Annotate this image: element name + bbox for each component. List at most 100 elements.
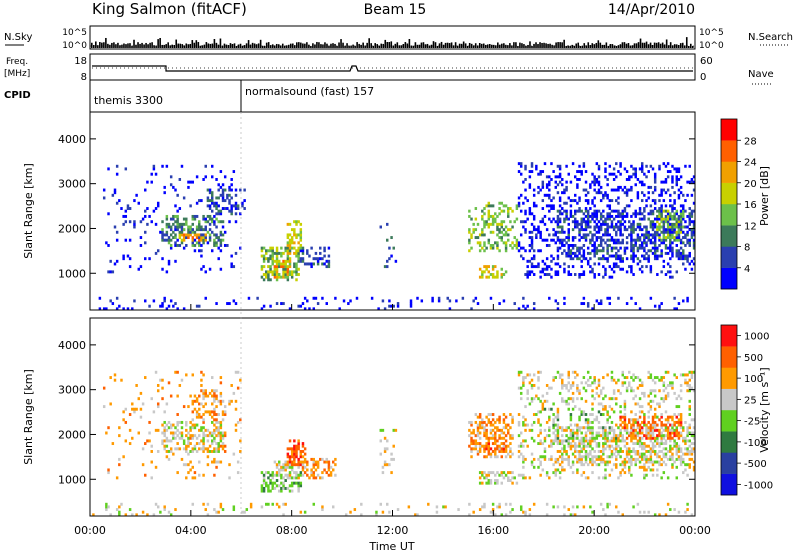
data-cell	[612, 391, 616, 395]
data-cell	[692, 225, 696, 229]
data-cell	[593, 220, 596, 224]
data-cell	[606, 502, 609, 506]
data-cell	[213, 244, 216, 247]
data-cell	[597, 444, 601, 448]
data-cell	[673, 508, 676, 512]
data-cell	[630, 431, 633, 435]
data-cell	[308, 262, 311, 266]
data-cell	[98, 296, 102, 300]
data-cell	[638, 222, 642, 226]
data-cell	[286, 259, 290, 263]
data-cell	[165, 402, 169, 406]
data-cell	[172, 217, 175, 221]
data-cell	[638, 207, 642, 210]
data-cell	[584, 436, 588, 440]
data-cell	[548, 265, 551, 269]
data-cell	[662, 397, 666, 401]
data-cell	[174, 431, 177, 435]
data-cell	[496, 428, 499, 432]
data-cell	[632, 397, 635, 401]
data-cell	[498, 212, 501, 216]
data-cell	[586, 217, 590, 221]
data-cell	[615, 230, 618, 234]
data-cell	[686, 428, 689, 432]
data-cell	[535, 164, 538, 168]
data-cell	[522, 384, 525, 387]
data-cell	[612, 228, 616, 232]
data-cell	[645, 257, 648, 261]
data-cell	[673, 420, 676, 424]
data-cell	[295, 273, 298, 276]
data-cell	[167, 426, 171, 430]
data-cell	[297, 463, 300, 467]
data-cell	[539, 170, 542, 174]
data-cell	[156, 428, 160, 432]
sky-count-bar	[497, 42, 499, 48]
data-cell	[532, 465, 536, 469]
velocity-colorbar-label: Velocity [m s⁻¹]	[758, 367, 771, 452]
data-cell	[640, 455, 644, 459]
data-cell	[686, 257, 689, 261]
data-cell	[593, 244, 596, 247]
data-cell	[491, 230, 495, 234]
sky-count-bar	[408, 39, 411, 48]
data-cell	[556, 505, 560, 509]
data-cell	[563, 505, 566, 509]
sky-count-bar	[135, 44, 137, 48]
data-cell	[682, 452, 685, 456]
data-cell	[673, 442, 676, 446]
data-cell	[150, 460, 153, 464]
data-cell	[682, 426, 685, 430]
data-cell	[591, 307, 594, 311]
data-cell	[578, 389, 581, 393]
data-cell	[537, 434, 540, 438]
data-cell	[593, 439, 596, 443]
data-cell	[582, 270, 586, 274]
data-cell	[260, 275, 264, 279]
data-cell	[690, 452, 694, 456]
data-cell	[299, 259, 303, 263]
data-cell	[476, 450, 480, 453]
data-cell	[530, 241, 534, 245]
data-cell	[608, 444, 612, 448]
data-cell	[612, 246, 616, 250]
data-cell	[269, 479, 272, 482]
freq-label-1: Freq.	[6, 57, 28, 67]
data-cell	[662, 471, 666, 475]
data-cell	[275, 254, 279, 258]
data-cell	[161, 220, 164, 224]
data-cell	[239, 418, 242, 422]
data-cell	[619, 254, 622, 258]
data-cell	[535, 204, 538, 208]
data-cell	[232, 505, 236, 509]
data-cell	[673, 222, 676, 226]
data-cell	[476, 222, 480, 226]
data-cell	[623, 251, 627, 255]
data-cell	[675, 431, 679, 435]
data-cell	[118, 199, 121, 203]
data-cell	[561, 434, 564, 438]
data-cell	[316, 463, 320, 467]
data-cell	[293, 455, 296, 459]
data-cell	[541, 199, 545, 203]
data-cell	[597, 249, 601, 253]
data-cell	[623, 423, 627, 427]
data-cell	[530, 270, 534, 274]
data-cell	[206, 439, 210, 443]
data-cell	[684, 420, 687, 424]
data-cell	[513, 302, 516, 306]
data-cell	[679, 217, 683, 221]
data-cell	[472, 428, 475, 432]
data-cell	[671, 185, 674, 189]
data-cell	[634, 434, 637, 438]
data-cell	[586, 225, 590, 229]
data-cell	[558, 442, 562, 446]
data-cell	[692, 431, 696, 435]
data-cell	[498, 418, 501, 422]
data-cell	[625, 376, 629, 380]
data-cell	[208, 431, 212, 435]
data-cell	[107, 426, 110, 430]
data-cell	[578, 178, 581, 181]
data-cell	[550, 267, 553, 271]
data-cell	[679, 175, 683, 179]
